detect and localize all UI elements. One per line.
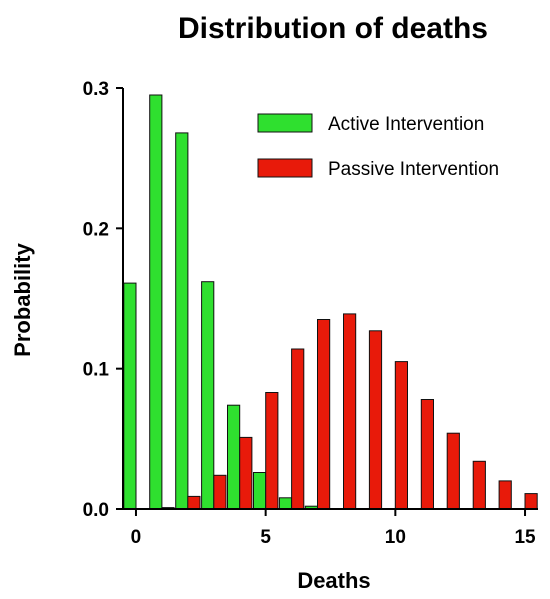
x-tick-label: 0 — [131, 527, 142, 548]
bar-passive-7 — [317, 319, 331, 510]
bar-active-3 — [201, 281, 215, 510]
bar-passive-10 — [394, 361, 408, 510]
chart-title: Distribution of deaths — [178, 12, 488, 45]
legend: Active Intervention Passive Intervention — [257, 113, 499, 180]
y-tick-label: 0.0 — [83, 500, 109, 521]
x-tick-label: 15 — [514, 527, 536, 548]
y-axis-label: Probability — [10, 242, 35, 356]
bar-active-4 — [227, 404, 241, 510]
legend-label-1: Passive Intervention — [328, 159, 499, 180]
bar-passive-11 — [420, 399, 434, 510]
bar-passive-13 — [472, 460, 486, 510]
x-tick-label: 10 — [385, 527, 406, 548]
bar-passive-6 — [291, 348, 305, 510]
y-tick-label: 0.3 — [83, 79, 109, 100]
bar-passive-3 — [213, 474, 227, 510]
bars-layer — [123, 94, 538, 510]
y-tick-label: 0.1 — [83, 360, 110, 381]
bar-passive-5 — [265, 392, 279, 510]
bar-active-1 — [149, 94, 163, 510]
bar-passive-4 — [239, 436, 253, 510]
bar-active-5 — [253, 472, 267, 510]
legend-swatch-0 — [257, 113, 313, 133]
bar-passive-14 — [498, 480, 512, 510]
y-ticks: 0.0 0.1 0.2 0.3 — [83, 79, 123, 521]
legend-label-0: Active Intervention — [328, 114, 484, 135]
x-ticks: 0 5 10 15 — [131, 509, 536, 548]
bar-active-2 — [175, 132, 189, 510]
bar-passive-2 — [187, 495, 201, 510]
bar-passive-8 — [343, 313, 357, 510]
bar-passive-9 — [368, 330, 383, 510]
x-axis-label: Deaths — [297, 568, 370, 593]
bar-active-6 — [278, 497, 293, 510]
legend-swatch-1 — [257, 158, 313, 178]
y-tick-label: 0.2 — [83, 219, 109, 240]
x-tick-label: 5 — [260, 527, 271, 548]
bar-active-0 — [123, 282, 137, 510]
bar-passive-12 — [446, 432, 460, 510]
bar-passive-15 — [524, 493, 538, 510]
